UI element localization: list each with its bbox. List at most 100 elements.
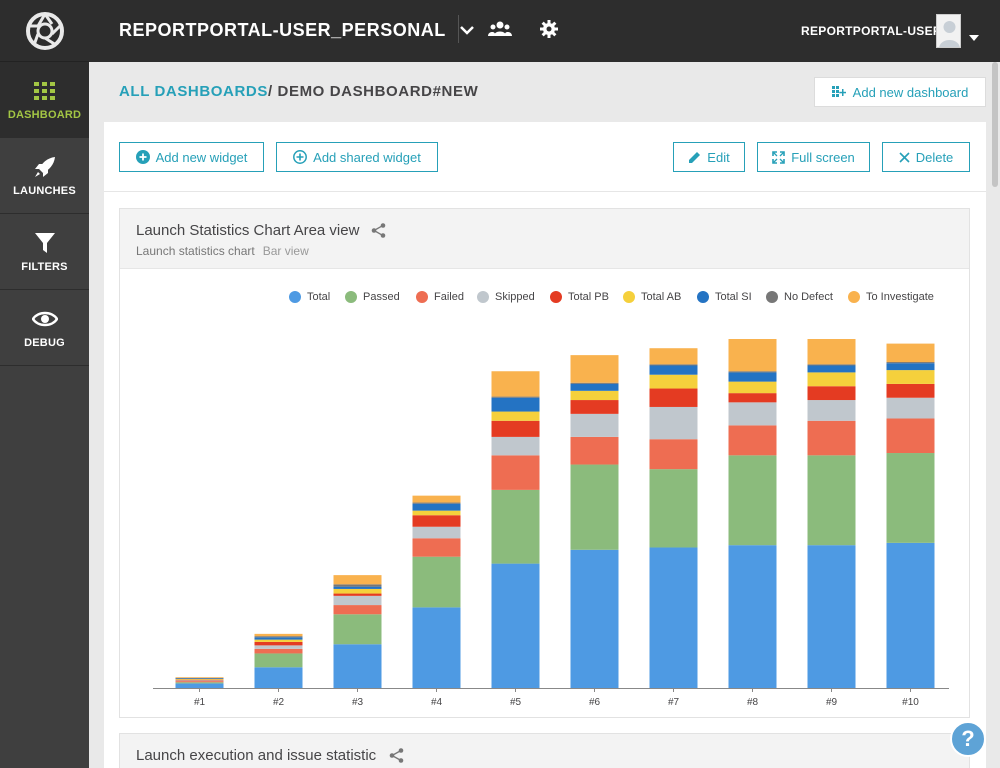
bar-segment[interactable] [412,503,461,511]
bar-segment[interactable] [649,364,698,366]
bar-segment[interactable] [807,386,856,401]
bar-segment[interactable] [254,639,303,642]
bar-segment[interactable] [649,388,698,407]
bar-segment[interactable] [728,545,777,688]
legend-item[interactable]: No Defect [766,291,833,303]
bar-segment[interactable] [491,436,540,456]
bar-segment[interactable] [570,390,619,401]
chevron-down-icon[interactable] [969,28,979,46]
bar-segment[interactable] [570,383,619,391]
bar-segment[interactable] [491,489,540,564]
bar-segment[interactable] [570,436,619,465]
bar-segment[interactable] [254,648,303,654]
bar-segment[interactable] [412,515,461,527]
bar-segment[interactable] [333,575,382,585]
bar-segment[interactable] [570,400,619,414]
bar-segment[interactable] [728,455,777,546]
bar-segment[interactable] [333,614,382,645]
bar-segment[interactable] [728,372,777,382]
share-icon[interactable] [371,223,386,243]
bar-segment[interactable] [333,586,382,589]
bar-segment[interactable] [254,633,303,637]
bar-segment[interactable] [886,542,935,688]
bar-segment[interactable] [807,545,856,688]
bar-segment[interactable] [570,549,619,688]
legend-item[interactable]: Skipped [477,291,535,303]
add-new-dashboard-button[interactable]: Add new dashboard [814,77,986,107]
legend-item[interactable]: To Investigate [848,291,934,303]
bar-segment[interactable] [254,645,303,649]
bar-segment[interactable] [491,397,540,412]
bar-segment[interactable] [886,453,935,543]
legend-item[interactable]: Total SI [697,291,752,303]
bar-segment[interactable] [570,355,619,383]
bar-segment[interactable] [728,381,777,394]
bar-segment[interactable] [807,420,856,456]
bar-segment[interactable] [333,644,382,688]
bar-segment[interactable] [807,364,856,366]
legend-item[interactable]: Failed [416,291,464,303]
gear-icon[interactable] [540,20,558,38]
legend-item[interactable]: Total [289,291,330,303]
bar-segment[interactable] [175,678,224,680]
bar-segment[interactable] [491,563,540,688]
bar-segment[interactable] [491,455,540,490]
bar-segment[interactable] [491,420,540,437]
avatar[interactable] [936,14,961,48]
bar-segment[interactable] [570,382,619,384]
edit-button[interactable]: Edit [673,142,745,172]
bar-segment[interactable] [333,605,382,615]
bar-segment[interactable] [649,365,698,375]
bar-segment[interactable] [175,680,224,682]
bar-segment[interactable] [491,396,540,398]
bar-segment[interactable] [886,397,935,419]
bar-segment[interactable] [254,637,303,640]
legend-item[interactable]: Passed [345,291,400,303]
bar-segment[interactable] [175,679,224,681]
bar-segment[interactable] [254,667,303,688]
bar-segment[interactable] [649,348,698,365]
delete-button[interactable]: Delete [882,142,970,172]
legend-item[interactable]: Total PB [550,291,609,303]
bar-segment[interactable] [886,418,935,454]
bar-segment[interactable] [570,464,619,550]
bar-segment[interactable] [254,641,303,646]
help-button[interactable]: ? [950,721,986,757]
bar-segment[interactable] [649,374,698,389]
bar-segment[interactable] [807,400,856,421]
bar-segment[interactable] [728,393,777,403]
sidebar-item-debug[interactable]: DEBUG [0,290,89,366]
bar-segment[interactable] [175,681,224,683]
breadcrumb-all-dashboards[interactable]: ALL DASHBOARDS [119,83,268,100]
bar-segment[interactable] [886,362,935,364]
sidebar-item-launches[interactable]: LAUNCHES [0,138,89,214]
bar-segment[interactable] [254,636,303,638]
bar-segment[interactable] [333,593,382,596]
bar-segment[interactable] [412,526,461,539]
bar-segment[interactable] [412,510,461,516]
bar-segment[interactable] [333,584,382,587]
bar-segment[interactable] [807,372,856,387]
bar-segment[interactable] [254,653,303,668]
bar-segment[interactable] [807,365,856,373]
app-logo[interactable] [0,0,89,62]
bar-segment[interactable] [175,677,224,678]
bar-segment[interactable] [412,556,461,608]
scrollbar-thumb[interactable] [992,62,998,187]
sidebar-item-filters[interactable]: FILTERS [0,214,89,290]
bar-segment[interactable] [728,425,777,456]
bar-segment[interactable] [886,363,935,371]
bar-segment[interactable] [491,411,540,421]
bar-segment[interactable] [807,339,856,365]
bar-segment[interactable] [491,371,540,397]
bar-segment[interactable] [412,607,461,688]
legend-item[interactable]: Total AB [623,291,681,303]
bar-segment[interactable] [649,469,698,548]
project-selector[interactable]: REPORTPORTAL-USER_PERSONAL [119,20,474,41]
bar-segment[interactable] [333,595,382,606]
bar-segment[interactable] [886,370,935,384]
bar-segment[interactable] [649,439,698,470]
page-scrollbar[interactable] [990,62,1000,768]
add-new-widget-button[interactable]: Add new widget [119,142,264,172]
bar-segment[interactable] [175,682,224,684]
